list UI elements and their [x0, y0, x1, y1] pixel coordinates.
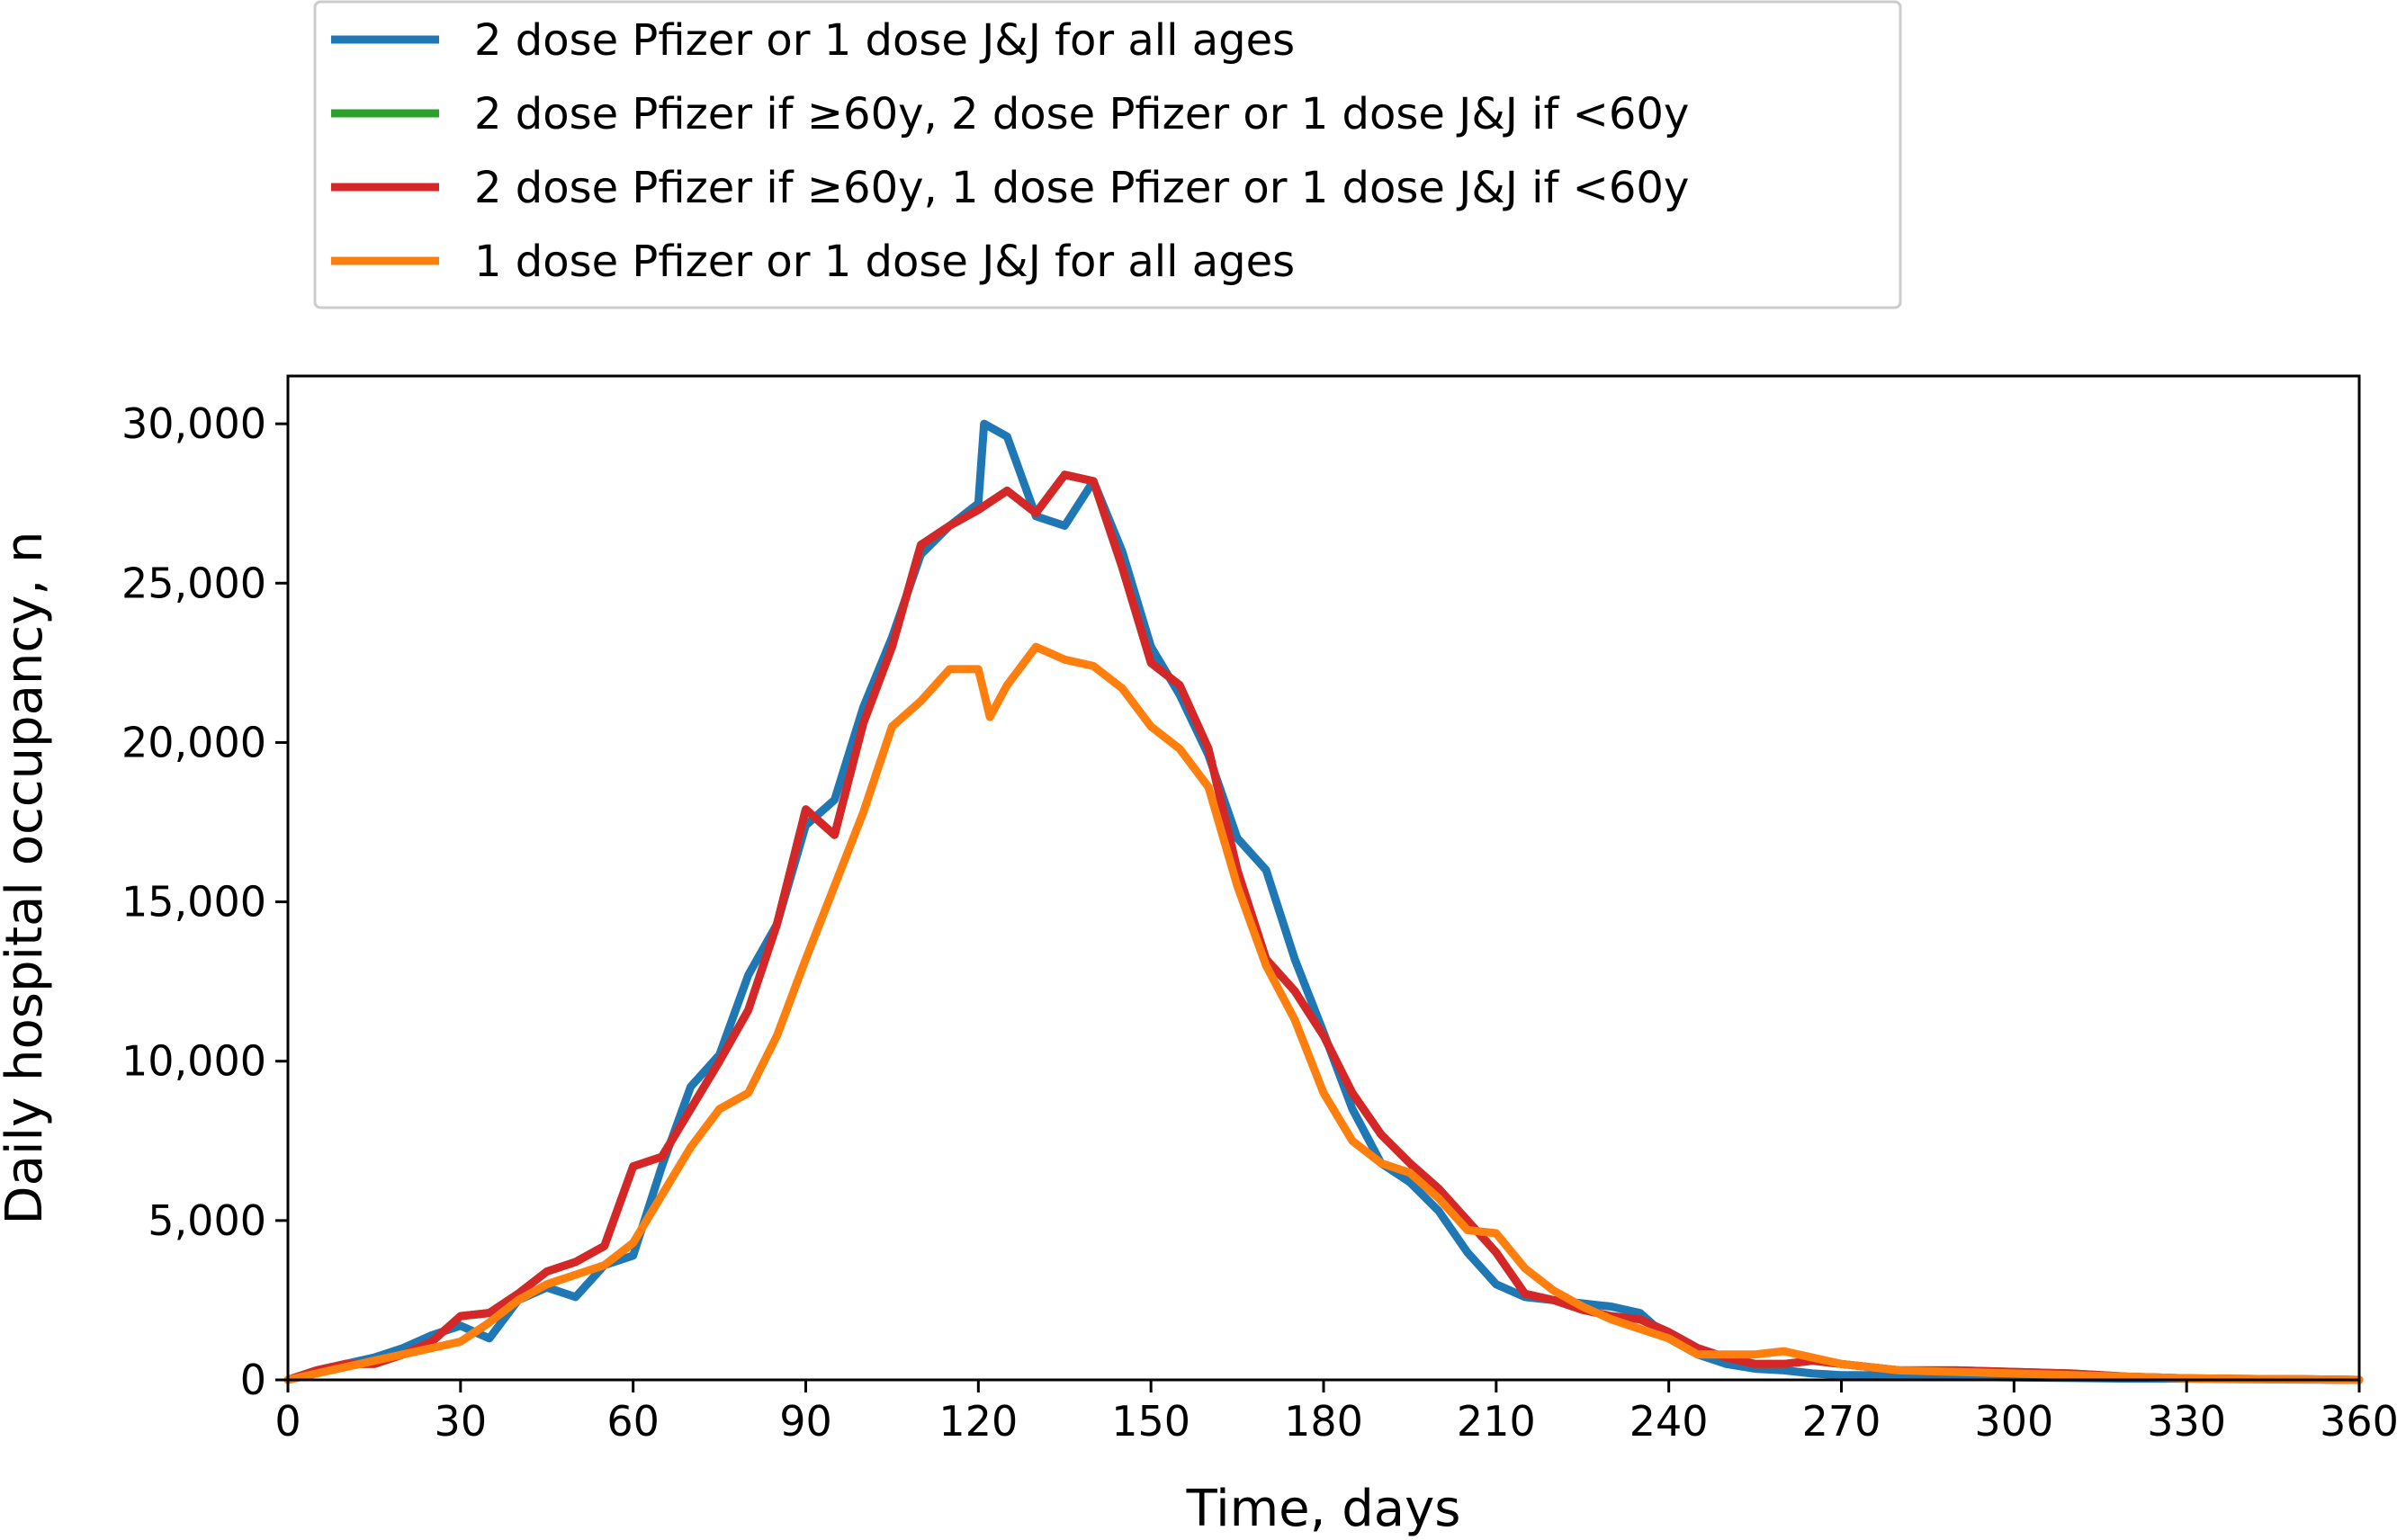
legend-frame	[313, 0, 1902, 309]
y-tick-label: 5,000	[148, 1196, 266, 1245]
x-tick-label: 270	[1802, 1397, 1881, 1446]
x-tick-label: 240	[1629, 1397, 1709, 1446]
y-tick-label: 25,000	[121, 559, 266, 607]
legend-label-2: 2 dose Pfizer if ≥60y, 2 dose Pfizer or …	[474, 89, 1689, 139]
x-tick-label: 30	[435, 1397, 488, 1446]
legend-label-3: 2 dose Pfizer if ≥60y, 1 dose Pfizer or …	[474, 163, 1689, 213]
x-tick-label: 90	[779, 1397, 832, 1446]
y-tick-label: 15,000	[121, 878, 266, 927]
x-tick-label: 210	[1457, 1397, 1536, 1446]
y-tick-label: 20,000	[121, 718, 266, 766]
y-tick-label: 10,000	[121, 1037, 266, 1086]
x-axis-ticks: 0 30 60 90 120 150 180 210 240 270 300 330 360	[274, 1380, 2399, 1446]
legend: 2 dose Pfizer or 1 dose J&J for all ages…	[313, 0, 1902, 309]
y-axis-ticks: 0 5,000 10,000 15,000 20,000 25,000 30,000	[121, 399, 288, 1404]
x-tick-label: 360	[2320, 1397, 2399, 1446]
series-line-4	[283, 642, 2364, 1384]
legend-label-4: 1 dose Pfizer or 1 dose J&J for all ages	[474, 237, 1295, 287]
x-tick-label: 300	[1974, 1397, 2053, 1446]
y-tick-label: 0	[240, 1356, 266, 1404]
x-tick-label: 60	[606, 1397, 660, 1446]
x-tick-label: 120	[938, 1397, 1018, 1446]
x-axis-title: Time, days	[1186, 1480, 1461, 1538]
series-line-3	[283, 470, 2364, 1384]
x-tick-label: 180	[1284, 1397, 1363, 1446]
y-tick-label: 30,000	[121, 399, 266, 448]
x-tick-label: 330	[2147, 1397, 2226, 1446]
y-axis-title: Daily hospital occupancy, n	[0, 532, 54, 1225]
legend-entries: 2 dose Pfizer or 1 dose J&J for all ages…	[331, 15, 1689, 287]
x-tick-label: 150	[1111, 1397, 1190, 1446]
x-tick-label: 0	[274, 1397, 301, 1446]
series-lines	[283, 419, 2364, 1384]
legend-label-1: 2 dose Pfizer or 1 dose J&J for all ages	[474, 15, 1295, 66]
